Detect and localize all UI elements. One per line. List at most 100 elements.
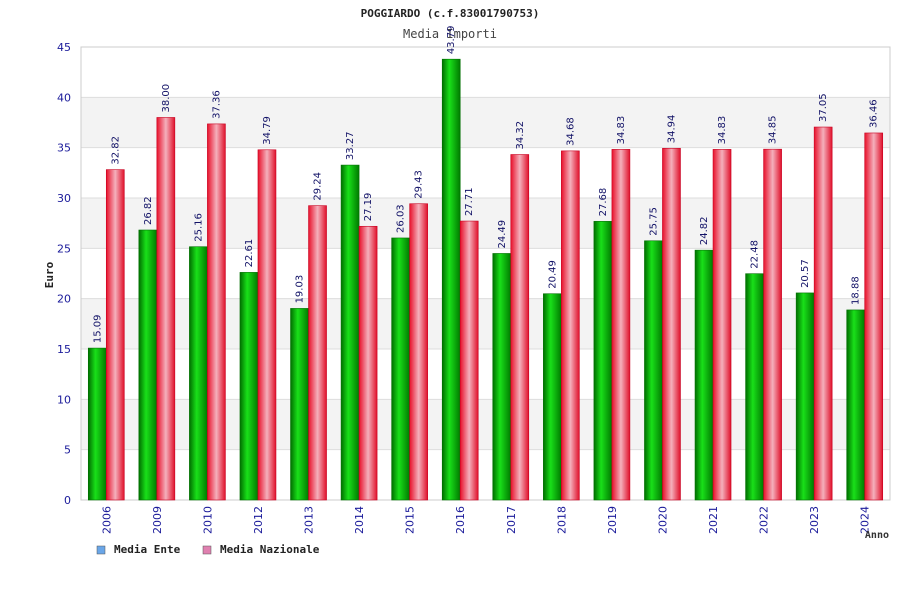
- bar-media-nazionale-2012: [257, 149, 277, 501]
- bar-media-ente-2009: [138, 229, 158, 501]
- value-label: 37.36: [211, 90, 222, 119]
- bar-media-nazionale-2015: [409, 203, 428, 501]
- value-label: 43.79: [446, 26, 457, 55]
- bar-media-nazionale-2024: [864, 132, 884, 501]
- bar-media-ente-2015: [391, 237, 410, 501]
- x-tick-label: 2024: [859, 506, 872, 534]
- x-tick-label: 2009: [151, 506, 164, 534]
- x-tick-label: 2015: [404, 506, 417, 534]
- x-axis-ticks: 2006 2009 2010 2012 2013 2014 2015 2016 2017 2018…: [100, 506, 871, 534]
- bar-media-ente-2013: [290, 308, 309, 501]
- legend-label-media-nazionale: Media Nazionale: [220, 543, 320, 556]
- value-label: 32.82: [110, 136, 121, 165]
- bar-media-nazionale-2017: [510, 154, 530, 501]
- y-tick-label: 45: [57, 41, 71, 54]
- value-label: 25.16: [193, 213, 204, 242]
- bar-media-nazionale-2022: [763, 148, 782, 501]
- value-label: 38.00: [161, 84, 172, 113]
- value-label: 34.94: [666, 115, 677, 144]
- bar-media-ente-2023: [795, 292, 815, 501]
- x-tick-label: 2017: [505, 506, 518, 534]
- bar-media-nazionale-2009: [156, 117, 176, 501]
- value-label: 22.61: [244, 239, 255, 268]
- value-label: 27.71: [464, 187, 475, 216]
- value-label: 34.68: [565, 117, 576, 146]
- x-tick-label: 2018: [555, 506, 568, 534]
- value-label: 19.03: [295, 275, 306, 304]
- grid-band: [81, 47, 890, 98]
- legend: Media Ente Media Nazionale: [96, 543, 320, 556]
- legend-item-media-nazionale: Media Nazionale: [202, 543, 320, 556]
- value-label: 29.24: [313, 172, 324, 201]
- x-tick-label: 2020: [656, 506, 669, 534]
- bar-media-nazionale-2021: [712, 149, 732, 501]
- value-label: 36.46: [869, 99, 880, 128]
- x-tick-label: 2012: [252, 506, 265, 534]
- value-label: 15.09: [92, 314, 103, 343]
- value-label: 34.32: [515, 121, 526, 150]
- bar-media-nazionale-2013: [308, 205, 327, 501]
- value-label: 37.05: [818, 93, 829, 122]
- y-tick-label: 35: [57, 142, 71, 155]
- value-label: 34.79: [262, 116, 273, 145]
- x-tick-label: 2021: [707, 506, 720, 534]
- bar-media-ente-2024: [846, 309, 866, 501]
- y-axis-ticks: 0 5 10 15 20 25 30 35 40 45: [57, 41, 71, 507]
- value-label: 20.49: [547, 260, 558, 289]
- bar-media-ente-2020: [644, 240, 663, 501]
- bar-media-ente-2017: [492, 253, 512, 501]
- value-label: 34.83: [616, 116, 627, 145]
- bar-media-nazionale-2023: [813, 126, 833, 501]
- x-tick-label: 2016: [454, 506, 467, 534]
- bar-media-ente-2012: [239, 272, 259, 501]
- y-tick-label: 15: [57, 343, 71, 356]
- chart-subtitle: Media Importi: [403, 27, 497, 41]
- value-label: 34.83: [717, 116, 728, 145]
- bar-media-ente-2006: [87, 347, 107, 501]
- value-label: 25.75: [648, 207, 659, 236]
- value-label: 18.88: [851, 276, 862, 305]
- y-tick-label: 30: [57, 192, 71, 205]
- bar-media-ente-2021: [694, 249, 714, 501]
- plot-area: [80, 46, 891, 501]
- bar-media-nazionale-2014: [358, 225, 378, 501]
- legend-swatch-media-ente: [96, 545, 106, 555]
- legend-swatch-media-nazionale: [202, 545, 212, 555]
- bar-media-ente-2018: [543, 293, 562, 501]
- bar-media-ente-2019: [593, 221, 613, 501]
- value-label: 27.68: [598, 188, 609, 217]
- chart-title: POGGIARDO (c.f.83001790753): [361, 7, 540, 20]
- value-labels: 15.09 32.82 26.82 38.00 25.16 37.36 22.61 34.79…: [92, 26, 879, 344]
- y-tick-label: 0: [64, 494, 71, 507]
- bar-media-nazionale-2016: [459, 220, 479, 501]
- bars: [87, 58, 884, 501]
- y-axis-label: Euro: [43, 261, 56, 288]
- x-tick-label: 2019: [606, 506, 619, 534]
- value-label: 22.48: [750, 240, 761, 269]
- x-tick-label: 2013: [303, 506, 316, 534]
- bar-media-ente-2010: [189, 246, 208, 501]
- bar-media-nazionale-2018: [561, 150, 580, 501]
- value-label: 26.82: [143, 196, 154, 225]
- x-tick-label: 2014: [353, 506, 366, 534]
- bar-media-nazionale-2010: [207, 123, 226, 501]
- value-label: 27.19: [363, 193, 374, 222]
- y-tick-label: 10: [57, 393, 71, 406]
- bar-media-nazionale-2019: [611, 149, 631, 501]
- value-label: 20.57: [800, 259, 811, 288]
- value-label: 29.43: [414, 170, 425, 199]
- bar-media-ente-2014: [340, 164, 360, 501]
- bar-media-ente-2016: [441, 58, 461, 501]
- value-label: 34.85: [768, 116, 779, 145]
- bar-media-ente-2022: [745, 273, 764, 501]
- legend-label-media-ente: Media Ente: [114, 543, 181, 556]
- y-tick-label: 25: [57, 242, 71, 255]
- y-tick-label: 40: [57, 91, 71, 104]
- x-tick-label: 2022: [758, 506, 771, 534]
- x-tick-label: 2023: [808, 506, 821, 534]
- y-tick-label: 5: [64, 444, 71, 457]
- bar-media-nazionale-2006: [105, 169, 125, 501]
- y-tick-label: 20: [57, 293, 71, 306]
- legend-item-media-ente: Media Ente: [96, 543, 181, 556]
